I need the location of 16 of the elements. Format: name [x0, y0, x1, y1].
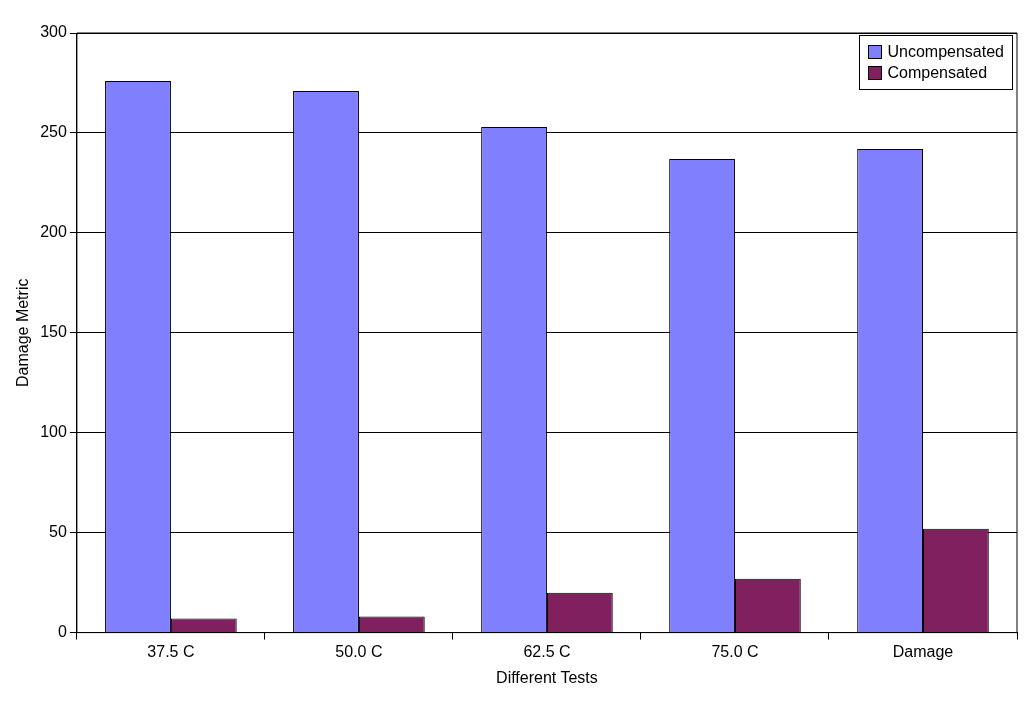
legend-label: Compensated — [887, 64, 988, 82]
x-tick-label: 37.5 C — [147, 642, 195, 660]
y-tick-label: 0 — [57, 623, 67, 641]
y-axis-title: Damage Metric — [14, 278, 32, 388]
y-tick-label: 100 — [40, 423, 67, 441]
y-tick-label: 250 — [40, 123, 67, 141]
x-tick-label: 75.0 C — [711, 642, 759, 660]
x-tick-label: Damage — [892, 642, 954, 660]
x-axis-title: Different Tests — [496, 668, 598, 686]
x-tick-label: 50.0 C — [335, 642, 383, 660]
y-tick-label: 300 — [40, 23, 67, 41]
x-tick-label: 62.5 C — [523, 642, 571, 660]
legend-label: Uncompensated — [887, 43, 1004, 61]
y-tick-label: 50 — [49, 523, 67, 541]
y-tick-label: 150 — [40, 323, 67, 341]
y-tick-label: 200 — [40, 223, 67, 241]
